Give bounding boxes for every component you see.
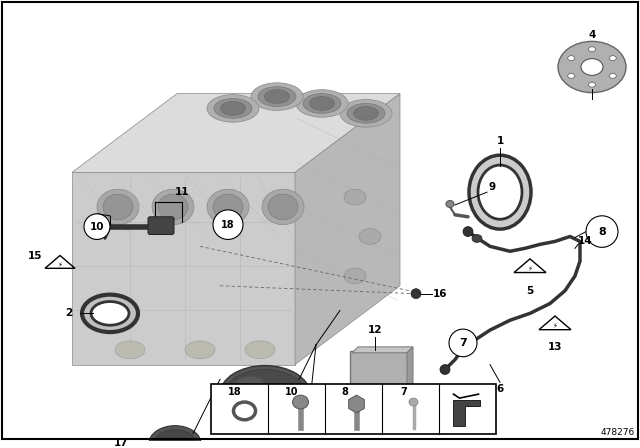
Ellipse shape bbox=[340, 99, 392, 127]
Ellipse shape bbox=[264, 90, 289, 103]
Polygon shape bbox=[407, 347, 413, 390]
Text: 1: 1 bbox=[497, 136, 504, 146]
Ellipse shape bbox=[149, 426, 201, 448]
Text: 6: 6 bbox=[497, 384, 504, 394]
Text: 18: 18 bbox=[227, 387, 241, 397]
Ellipse shape bbox=[221, 102, 246, 115]
Text: 8: 8 bbox=[598, 227, 606, 237]
Ellipse shape bbox=[115, 341, 145, 359]
Ellipse shape bbox=[478, 165, 522, 219]
Ellipse shape bbox=[409, 398, 418, 406]
Polygon shape bbox=[72, 94, 400, 172]
Ellipse shape bbox=[359, 228, 381, 244]
Ellipse shape bbox=[251, 83, 303, 110]
Ellipse shape bbox=[310, 97, 335, 110]
Text: 7: 7 bbox=[401, 387, 407, 397]
Text: ⚡: ⚡ bbox=[552, 323, 557, 329]
Text: 13: 13 bbox=[548, 342, 563, 352]
Ellipse shape bbox=[472, 234, 482, 242]
Ellipse shape bbox=[207, 95, 259, 122]
Ellipse shape bbox=[581, 59, 603, 75]
Text: ⚡: ⚡ bbox=[58, 262, 63, 268]
Text: 12: 12 bbox=[368, 325, 382, 335]
Text: 9: 9 bbox=[488, 182, 495, 192]
Ellipse shape bbox=[268, 194, 298, 220]
Ellipse shape bbox=[213, 194, 243, 220]
Ellipse shape bbox=[245, 341, 275, 359]
Ellipse shape bbox=[589, 47, 595, 52]
Ellipse shape bbox=[258, 87, 296, 107]
Text: ⚡: ⚡ bbox=[527, 266, 532, 271]
Text: 10: 10 bbox=[285, 387, 298, 397]
Ellipse shape bbox=[568, 56, 575, 60]
Polygon shape bbox=[352, 347, 413, 353]
Polygon shape bbox=[452, 400, 479, 426]
Circle shape bbox=[586, 216, 618, 247]
Text: 3: 3 bbox=[291, 421, 299, 431]
Polygon shape bbox=[72, 172, 295, 365]
Circle shape bbox=[84, 214, 110, 239]
Ellipse shape bbox=[152, 189, 194, 224]
Ellipse shape bbox=[185, 341, 215, 359]
Ellipse shape bbox=[82, 295, 138, 332]
FancyBboxPatch shape bbox=[350, 351, 409, 392]
Text: 11: 11 bbox=[175, 187, 189, 197]
Ellipse shape bbox=[609, 73, 616, 78]
Text: 15: 15 bbox=[28, 251, 42, 261]
Text: 7: 7 bbox=[459, 338, 467, 348]
Text: 8: 8 bbox=[342, 387, 348, 397]
Ellipse shape bbox=[344, 268, 366, 284]
Ellipse shape bbox=[446, 201, 454, 207]
Circle shape bbox=[449, 329, 477, 357]
Polygon shape bbox=[295, 94, 400, 365]
Ellipse shape bbox=[344, 189, 366, 205]
Text: 5: 5 bbox=[526, 286, 534, 296]
Text: 478276: 478276 bbox=[601, 427, 635, 436]
Ellipse shape bbox=[347, 103, 385, 123]
Ellipse shape bbox=[236, 376, 264, 392]
Ellipse shape bbox=[262, 189, 304, 224]
Ellipse shape bbox=[296, 90, 348, 117]
Ellipse shape bbox=[91, 302, 129, 325]
Text: 10: 10 bbox=[90, 222, 104, 232]
Ellipse shape bbox=[609, 56, 616, 60]
Text: 18: 18 bbox=[221, 220, 235, 230]
Ellipse shape bbox=[154, 430, 196, 448]
Ellipse shape bbox=[292, 395, 308, 409]
Ellipse shape bbox=[558, 41, 626, 93]
Text: 16: 16 bbox=[433, 289, 447, 299]
Ellipse shape bbox=[589, 82, 595, 87]
Ellipse shape bbox=[97, 189, 139, 224]
Ellipse shape bbox=[568, 73, 575, 78]
FancyBboxPatch shape bbox=[148, 217, 174, 234]
Text: 14: 14 bbox=[578, 237, 592, 246]
Text: 2: 2 bbox=[65, 308, 72, 319]
Circle shape bbox=[213, 210, 243, 239]
Circle shape bbox=[463, 227, 473, 237]
Ellipse shape bbox=[353, 107, 378, 120]
Ellipse shape bbox=[158, 194, 188, 220]
Ellipse shape bbox=[220, 366, 310, 423]
Circle shape bbox=[440, 365, 450, 375]
Bar bbox=[211, 384, 496, 434]
Text: 17: 17 bbox=[113, 439, 128, 448]
Text: 4: 4 bbox=[588, 30, 596, 40]
Ellipse shape bbox=[214, 99, 252, 118]
Ellipse shape bbox=[207, 189, 249, 224]
Circle shape bbox=[411, 289, 421, 298]
Polygon shape bbox=[349, 395, 364, 413]
Ellipse shape bbox=[469, 155, 531, 229]
Ellipse shape bbox=[225, 370, 305, 419]
Ellipse shape bbox=[103, 194, 133, 220]
Ellipse shape bbox=[303, 94, 341, 113]
